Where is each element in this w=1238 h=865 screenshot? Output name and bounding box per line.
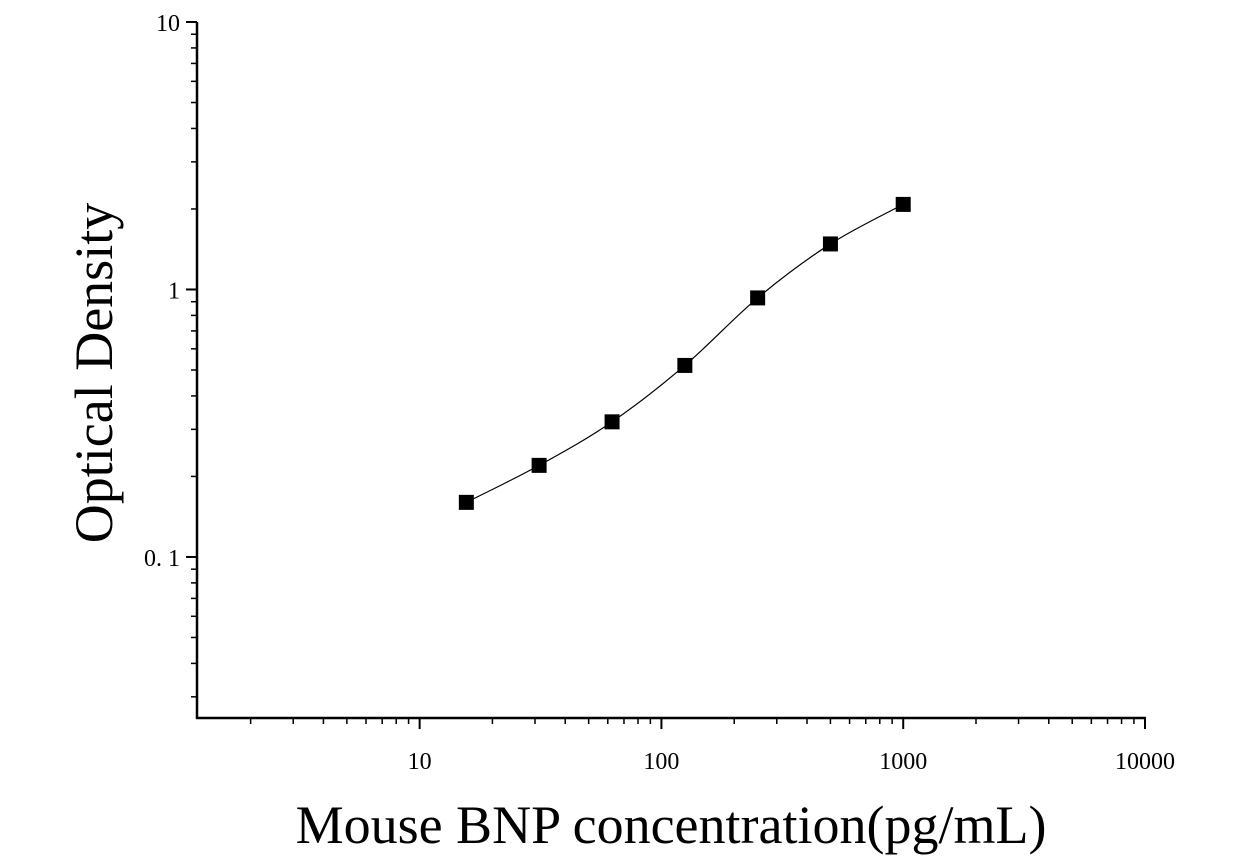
x-axis-tick-labels: 10 100 1000 10000 xyxy=(408,749,1175,775)
x-tick-label: 10 xyxy=(408,749,432,775)
y-axis-title: Optical Density xyxy=(64,203,124,543)
data-point xyxy=(531,457,547,473)
y-tick-label: 0. 1 xyxy=(144,546,180,572)
x-tick-label: 100 xyxy=(643,749,679,775)
y-tick-label: 10 xyxy=(156,11,180,37)
x-tick-label: 10000 xyxy=(1115,749,1175,775)
data-point xyxy=(458,494,474,510)
axes xyxy=(195,22,1146,720)
x-tick-label: 1000 xyxy=(879,749,927,775)
data-point xyxy=(604,414,620,430)
y-axis-tick-labels: 0. 1 1 10 xyxy=(144,11,180,572)
x-axis-ticks xyxy=(249,718,1146,729)
x-axis-title: Mouse BNP concentration(pg/mL) xyxy=(296,795,1047,855)
data-point xyxy=(822,236,838,252)
y-tick-label: 1 xyxy=(168,278,180,304)
data-point xyxy=(750,290,766,306)
y-axis-ticks xyxy=(186,21,197,698)
data-point xyxy=(895,196,911,212)
data-points xyxy=(458,196,911,510)
data-point xyxy=(677,357,693,373)
